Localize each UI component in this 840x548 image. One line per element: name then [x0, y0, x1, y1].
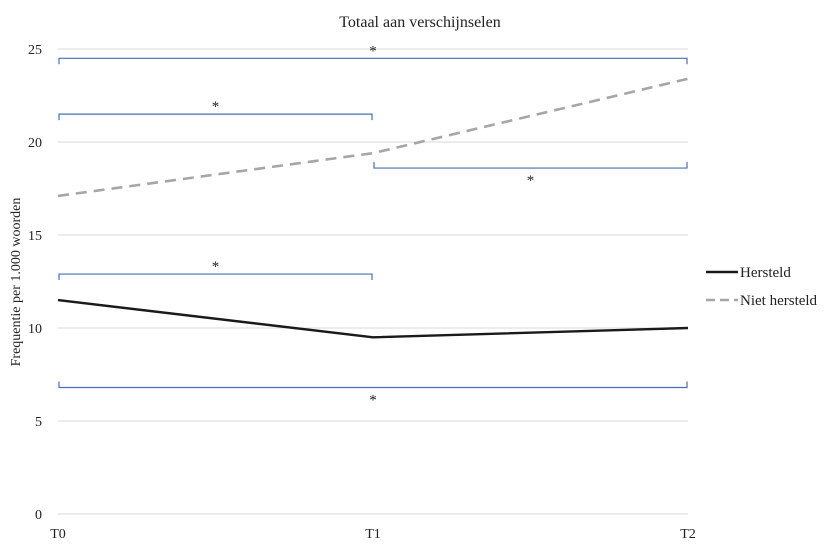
significance-bracket: [58, 57, 688, 65]
significance-bracket: [58, 381, 688, 389]
y-axis-ticks: 0 5 10 15 20 25: [28, 43, 42, 523]
legend-label: Hersteld: [740, 265, 791, 281]
x-tick-label: T0: [50, 527, 66, 542]
significance-marker: *: [212, 259, 220, 275]
significance-bracket: [58, 273, 373, 281]
y-tick-label: 20: [28, 136, 42, 151]
legend: Hersteld Niet hersteld: [706, 265, 818, 309]
significance-brackets: * * * * *: [58, 43, 688, 409]
gridlines: [58, 48, 688, 515]
y-tick-label: 0: [35, 508, 42, 523]
y-tick-label: 15: [28, 229, 42, 244]
x-tick-label: T1: [365, 527, 381, 542]
significance-bracket: [373, 162, 688, 169]
x-tick-label: T2: [680, 527, 696, 542]
chart-title: Totaal aan verschijnselen: [339, 14, 500, 31]
legend-label: Niet hersteld: [740, 293, 818, 309]
x-axis-ticks: T0 T1 T2: [50, 527, 696, 542]
series-line-hersteld: [57, 298, 689, 339]
significance-bracket: [58, 113, 373, 121]
y-tick-label: 25: [28, 43, 42, 58]
y-tick-label: 10: [28, 322, 42, 337]
series-lines: [57, 77, 689, 339]
significance-marker: *: [527, 173, 535, 189]
y-tick-label: 5: [35, 415, 42, 430]
significance-marker: *: [212, 99, 220, 115]
y-axis-label: Frequentie per 1.000 woorden: [9, 198, 24, 367]
significance-marker: *: [369, 393, 377, 409]
series-line-niet-hersteld: [57, 77, 689, 198]
significance-marker: *: [369, 43, 377, 59]
